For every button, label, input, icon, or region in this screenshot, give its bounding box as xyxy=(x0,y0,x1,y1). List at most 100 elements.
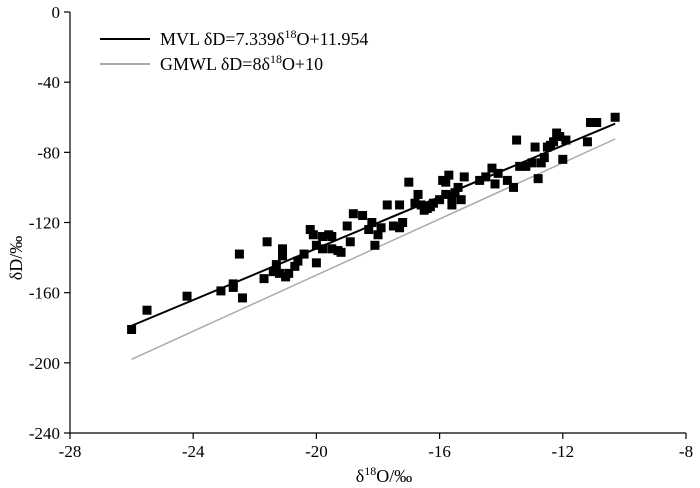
data-point xyxy=(336,247,346,257)
data-point xyxy=(441,189,451,199)
data-point xyxy=(509,182,519,192)
y-tick-label: -240 xyxy=(29,424,60,443)
data-point xyxy=(358,210,368,220)
data-point xyxy=(527,158,537,168)
data-point xyxy=(299,249,309,259)
data-point xyxy=(582,137,592,147)
data-point xyxy=(376,223,386,233)
data-point xyxy=(592,118,602,128)
data-point xyxy=(536,158,546,168)
data-point xyxy=(555,132,565,142)
data-point xyxy=(127,325,137,335)
data-point xyxy=(373,230,383,240)
data-point xyxy=(435,195,445,205)
data-point xyxy=(311,258,321,268)
data-point xyxy=(388,221,398,231)
data-point xyxy=(561,135,571,145)
data-point xyxy=(216,286,226,296)
data-point xyxy=(416,200,426,210)
data-point xyxy=(413,189,423,199)
data-point xyxy=(533,174,543,184)
y-axis-label: δD/‰ xyxy=(6,236,26,280)
y-tick-label: 0 xyxy=(52,3,61,22)
data-point xyxy=(428,198,438,208)
data-point xyxy=(311,240,321,250)
data-point xyxy=(342,221,352,231)
data-point xyxy=(610,112,620,122)
data-point xyxy=(539,153,549,163)
data-point xyxy=(453,182,463,192)
x-axis-label: δ18O/‰ xyxy=(356,464,412,486)
data-point xyxy=(487,163,497,173)
data-point xyxy=(327,244,337,254)
data-point xyxy=(475,175,485,185)
data-point xyxy=(327,232,337,242)
data-point xyxy=(318,232,328,242)
data-point xyxy=(364,225,374,235)
x-tick-label: -20 xyxy=(305,442,328,461)
data-point xyxy=(262,237,272,247)
data-point xyxy=(493,168,503,178)
data-point xyxy=(447,200,457,210)
data-point xyxy=(182,291,192,301)
x-tick-label: -28 xyxy=(59,442,82,461)
data-point xyxy=(441,177,451,187)
data-point xyxy=(459,172,469,182)
x-tick-label: -8 xyxy=(679,442,693,461)
data-point xyxy=(481,172,491,182)
data-point xyxy=(278,251,288,261)
legend-label-mvl: MVL δD=7.339δ18O+11.954 xyxy=(160,27,368,49)
data-point xyxy=(450,188,460,198)
data-point xyxy=(530,142,540,152)
data-point xyxy=(490,179,500,189)
y-tick-label: -40 xyxy=(37,73,60,92)
data-point xyxy=(395,200,405,210)
y-tick-label: -120 xyxy=(29,214,60,233)
data-point xyxy=(318,244,328,254)
legend: MVL δD=7.339δ18O+11.954 GMWL δD=8δ18O+10 xyxy=(100,27,368,74)
data-point xyxy=(234,249,244,259)
data-point xyxy=(293,256,303,266)
data-point xyxy=(395,223,405,233)
data-point xyxy=(345,237,355,247)
data-point xyxy=(142,305,152,315)
data-point xyxy=(308,230,318,240)
y-tick-label: -80 xyxy=(37,143,60,162)
data-point xyxy=(447,193,457,203)
data-point xyxy=(456,195,466,205)
data-point xyxy=(284,268,294,278)
x-tick-label: -12 xyxy=(551,442,574,461)
y-tick-label: -160 xyxy=(29,284,60,303)
data-point xyxy=(271,260,281,270)
x-tick-label: -16 xyxy=(428,442,451,461)
data-points xyxy=(127,112,620,335)
data-point xyxy=(549,137,559,147)
data-point xyxy=(382,200,392,210)
data-point xyxy=(404,177,414,187)
y-ticks: 0 -40 -80 -120 -160 -200 -240 xyxy=(29,3,70,443)
data-point xyxy=(512,135,522,145)
data-point xyxy=(558,154,568,164)
data-point xyxy=(410,198,420,208)
y-tick-label: -200 xyxy=(29,354,60,373)
data-point xyxy=(348,209,358,219)
x-tick-label: -24 xyxy=(182,442,205,461)
data-point xyxy=(521,161,531,171)
x-ticks: -28 -24 -20 -16 -12 -8 xyxy=(59,433,693,461)
data-point xyxy=(444,170,454,180)
data-point xyxy=(586,118,596,128)
data-point xyxy=(515,161,525,171)
data-point xyxy=(228,282,238,292)
data-point xyxy=(278,244,288,254)
data-point xyxy=(305,225,315,235)
data-point xyxy=(367,218,377,227)
data-point xyxy=(290,261,300,271)
data-point xyxy=(259,274,269,284)
data-point xyxy=(370,240,380,250)
data-point xyxy=(274,268,284,278)
data-point xyxy=(237,293,247,303)
data-point xyxy=(398,218,408,227)
data-point xyxy=(268,267,278,277)
data-point xyxy=(502,175,512,185)
